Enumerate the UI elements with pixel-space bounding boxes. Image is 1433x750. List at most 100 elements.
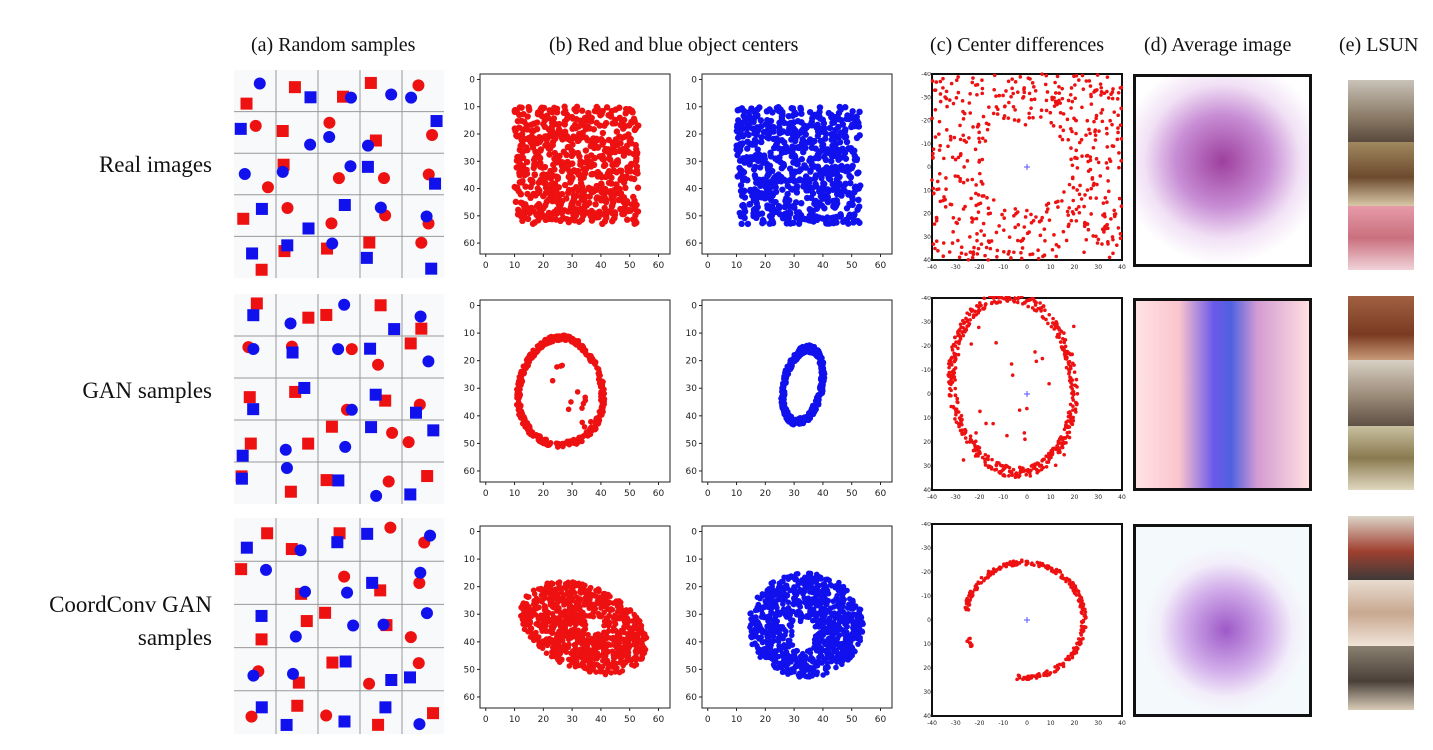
center-point [548, 623, 555, 630]
sample-square [372, 718, 385, 731]
difference-point [1112, 110, 1117, 114]
difference-point [1015, 238, 1020, 243]
row-label-real: Real images [98, 152, 212, 177]
center-point [634, 615, 640, 622]
difference-point [1054, 254, 1059, 259]
center-point [628, 160, 635, 168]
center-point [836, 617, 843, 623]
center-point [583, 351, 589, 358]
difference-point [1100, 107, 1105, 112]
center-point [540, 179, 547, 186]
difference-point [954, 78, 959, 82]
difference-point [953, 157, 958, 162]
x-tick-label: 60 [653, 715, 665, 725]
center-point [858, 621, 864, 628]
difference-point [1029, 106, 1033, 110]
center-point [788, 623, 795, 629]
x-tick-label: 40 [817, 715, 829, 725]
center-point [552, 155, 559, 162]
center-point [534, 185, 542, 192]
center-point [768, 197, 775, 204]
center-point [603, 147, 611, 155]
center-point [617, 205, 624, 213]
difference-point [1109, 217, 1113, 221]
center-point [612, 627, 618, 634]
center-point [824, 660, 831, 666]
difference-point [1112, 208, 1116, 213]
difference-point [976, 202, 981, 206]
sample-square [427, 424, 440, 437]
center-point [613, 128, 621, 135]
difference-point [997, 224, 1001, 228]
difference-point [1065, 117, 1070, 122]
center-point [813, 571, 820, 578]
random-samples-real [234, 70, 444, 278]
center-point [802, 673, 809, 680]
center-point [518, 371, 525, 377]
center-point [619, 668, 626, 674]
sample-circle [413, 577, 426, 590]
center-point [789, 653, 795, 660]
center-point [815, 632, 822, 639]
difference-point [1016, 223, 1021, 227]
difference-point [1045, 207, 1050, 211]
difference-point [937, 148, 942, 152]
difference-point [983, 253, 987, 258]
sample-circle [304, 138, 317, 151]
center-point [597, 632, 604, 639]
center-point [767, 598, 774, 604]
difference-point [1052, 104, 1057, 108]
center-point [809, 190, 817, 197]
center-point [840, 583, 847, 590]
center-point [599, 409, 605, 415]
difference-point [1077, 140, 1082, 145]
difference-point [938, 79, 943, 84]
x-tick-label: 30 [1094, 494, 1102, 501]
center-point [817, 115, 824, 122]
center-point [554, 591, 561, 597]
difference-point [1086, 227, 1091, 232]
center-point [766, 612, 773, 619]
center-point [633, 163, 640, 170]
center-point [754, 157, 762, 164]
center-point [528, 121, 535, 128]
difference-point [931, 151, 935, 156]
difference-point [1115, 97, 1120, 101]
sample-square [240, 541, 253, 554]
center-point [756, 104, 763, 111]
center-point [571, 217, 578, 224]
difference-point [986, 206, 991, 211]
center-point [740, 125, 747, 132]
center-point [844, 587, 850, 594]
center-point [761, 155, 768, 163]
difference-point [1052, 233, 1056, 237]
x-tick-label: 0 [705, 261, 711, 271]
difference-point [985, 196, 989, 200]
center-point [552, 190, 559, 197]
center-point [766, 106, 773, 113]
y-tick-label: 0 [927, 164, 931, 171]
sample-square [247, 403, 260, 416]
center-point [511, 183, 518, 191]
center-point [839, 656, 846, 663]
center-point [785, 112, 792, 120]
center-point [544, 580, 551, 587]
difference-point [1105, 75, 1110, 79]
x-tick-label: 20 [1071, 264, 1079, 271]
difference-point [1070, 99, 1075, 104]
center-point [811, 200, 818, 207]
difference-point [1088, 155, 1093, 159]
difference-point [1073, 96, 1077, 101]
sample-circle [332, 343, 345, 356]
center-point [837, 106, 844, 113]
center-point [816, 199, 823, 206]
random-samples-coordconv-svg [234, 518, 444, 734]
y-tick-label: 60 [464, 693, 476, 703]
difference-point [1036, 256, 1041, 261]
center-point [577, 434, 584, 441]
difference-point [1040, 72, 1044, 76]
center-point [582, 595, 589, 601]
y-tick-label: 60 [464, 239, 476, 249]
center-point [848, 600, 855, 607]
sample-circle [287, 667, 300, 680]
